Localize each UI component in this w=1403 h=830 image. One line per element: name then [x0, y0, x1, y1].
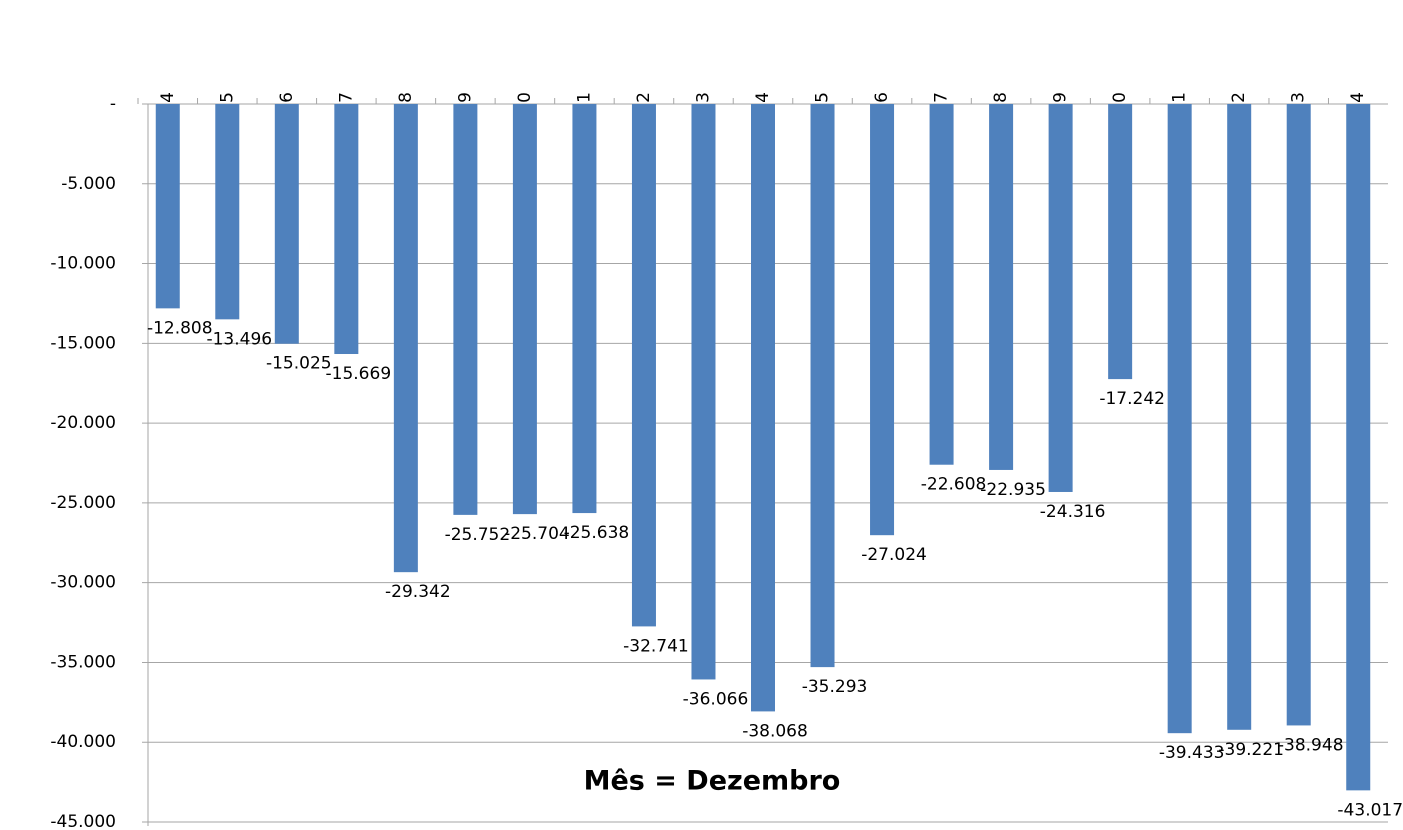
y-tick-label: -35.000 [50, 652, 116, 672]
bar [691, 104, 716, 680]
y-tick-label: -5.000 [61, 174, 116, 194]
y-tick-label: -40.000 [50, 732, 116, 752]
bar [1346, 104, 1371, 791]
y-tick-label: - [110, 94, 116, 114]
bar [631, 104, 656, 627]
data-label: -36.066 [683, 689, 749, 709]
bar [512, 104, 537, 515]
y-tick-label: -30.000 [50, 573, 116, 593]
y-tick-label: -15.000 [50, 333, 116, 353]
bar [215, 104, 240, 320]
bar [751, 104, 775, 712]
data-label: -29.342 [385, 582, 451, 602]
data-label: -22.608 [921, 475, 987, 495]
bar [393, 104, 418, 573]
bar [810, 104, 835, 668]
bar [1048, 104, 1073, 492]
y-tick-label: -45.000 [50, 812, 116, 830]
bar [1108, 104, 1133, 380]
bar [453, 104, 478, 515]
data-label: -25.704 [504, 524, 570, 544]
data-label: -15.669 [326, 364, 392, 384]
data-label: -38.948 [1278, 735, 1344, 755]
bar [1286, 104, 1311, 726]
data-label: -39.433 [1159, 743, 1225, 763]
data-label: -27.024 [861, 545, 927, 565]
bar [870, 104, 895, 536]
data-label: -32.741 [623, 636, 689, 656]
data-label: -35.293 [802, 677, 868, 697]
data-label: -13.496 [206, 329, 272, 349]
bar [1167, 104, 1192, 734]
data-label: -17.242 [1099, 389, 1165, 409]
bar [155, 104, 180, 309]
data-label: -22.935 [980, 480, 1046, 500]
bar [989, 104, 1014, 470]
data-label: -12.808 [147, 318, 213, 338]
bar [334, 104, 359, 355]
bar [929, 104, 954, 465]
bar [1227, 104, 1252, 730]
bar [572, 104, 597, 514]
y-tick-label: -25.000 [50, 493, 116, 513]
data-label: -38.068 [742, 721, 808, 741]
data-label: -25.752 [445, 525, 511, 545]
y-tick-label: -10.000 [50, 254, 116, 274]
chart-title: Mês = Dezembro [584, 766, 841, 797]
y-tick-label: -20.000 [50, 413, 116, 433]
data-label: -39.221 [1218, 740, 1284, 760]
data-label: -25.638 [564, 523, 630, 543]
bar [274, 104, 299, 344]
data-label: -43.017 [1337, 800, 1403, 820]
data-label: -24.316 [1040, 502, 1106, 522]
data-label: -15.025 [266, 354, 332, 374]
